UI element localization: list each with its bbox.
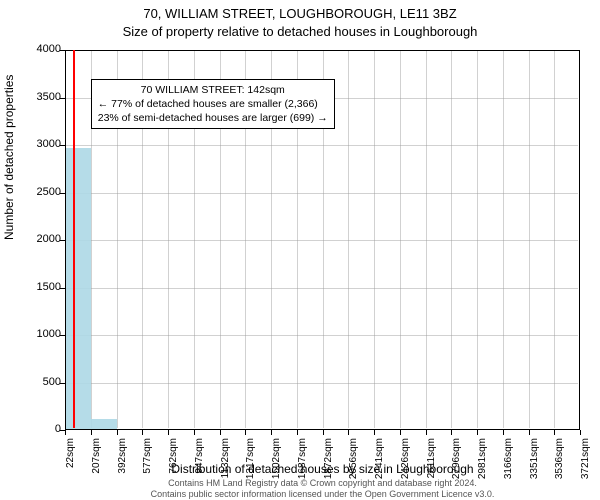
chart-title-1: 70, WILLIAM STREET, LOUGHBOROUGH, LE11 3… bbox=[0, 6, 600, 21]
x-tick-mark bbox=[245, 430, 246, 435]
y-tick-mark bbox=[60, 240, 65, 241]
x-tick-mark bbox=[503, 430, 504, 435]
y-tick-label: 2000 bbox=[21, 233, 61, 245]
x-tick-label: 3721sqm bbox=[580, 438, 591, 488]
annotation-line-3: 23% of semi-detached houses are larger (… bbox=[98, 111, 328, 125]
x-tick-mark bbox=[400, 430, 401, 435]
y-tick-label: 1500 bbox=[21, 281, 61, 293]
y-axis-label: Number of detached properties bbox=[2, 75, 16, 240]
x-tick-mark bbox=[65, 430, 66, 435]
y-tick-label: 3500 bbox=[21, 91, 61, 103]
y-tick-label: 2500 bbox=[21, 186, 61, 198]
y-tick-label: 3000 bbox=[21, 138, 61, 150]
y-tick-mark bbox=[60, 98, 65, 99]
x-tick-mark bbox=[220, 430, 221, 435]
x-tick-mark bbox=[554, 430, 555, 435]
x-tick-mark bbox=[194, 430, 195, 435]
y-tick-mark bbox=[60, 193, 65, 194]
footer-line-2: Contains public sector information licen… bbox=[65, 489, 580, 499]
x-tick-mark bbox=[297, 430, 298, 435]
y-tick-mark bbox=[60, 145, 65, 146]
x-tick-mark bbox=[477, 430, 478, 435]
y-tick-label: 1000 bbox=[21, 328, 61, 340]
y-tick-mark bbox=[60, 50, 65, 51]
x-axis-label: Distribution of detached houses by size … bbox=[65, 462, 580, 476]
x-tick-mark bbox=[348, 430, 349, 435]
x-tick-mark bbox=[91, 430, 92, 435]
y-tick-mark bbox=[60, 335, 65, 336]
x-tick-mark bbox=[117, 430, 118, 435]
annotation-box: 70 WILLIAM STREET: 142sqm ← 77% of detac… bbox=[91, 79, 335, 130]
y-tick-label: 0 bbox=[21, 423, 61, 435]
chart-title-2: Size of property relative to detached ho… bbox=[0, 24, 600, 39]
x-tick-mark bbox=[451, 430, 452, 435]
y-tick-label: 500 bbox=[21, 376, 61, 388]
footer-line-1: Contains HM Land Registry data © Crown c… bbox=[65, 478, 580, 488]
x-tick-mark bbox=[142, 430, 143, 435]
y-tick-mark bbox=[60, 288, 65, 289]
x-tick-mark bbox=[529, 430, 530, 435]
y-tick-mark bbox=[60, 383, 65, 384]
x-tick-mark bbox=[168, 430, 169, 435]
x-tick-mark bbox=[426, 430, 427, 435]
y-tick-label: 4000 bbox=[21, 43, 61, 55]
x-tick-mark bbox=[271, 430, 272, 435]
chart-container: 70, WILLIAM STREET, LOUGHBOROUGH, LE11 3… bbox=[0, 0, 600, 500]
annotation-line-2: ← 77% of detached houses are smaller (2,… bbox=[98, 97, 328, 111]
annotation-line-1: 70 WILLIAM STREET: 142sqm bbox=[98, 83, 328, 97]
x-tick-mark bbox=[323, 430, 324, 435]
x-tick-mark bbox=[374, 430, 375, 435]
x-tick-mark bbox=[580, 430, 581, 435]
marker-vline bbox=[73, 50, 75, 428]
